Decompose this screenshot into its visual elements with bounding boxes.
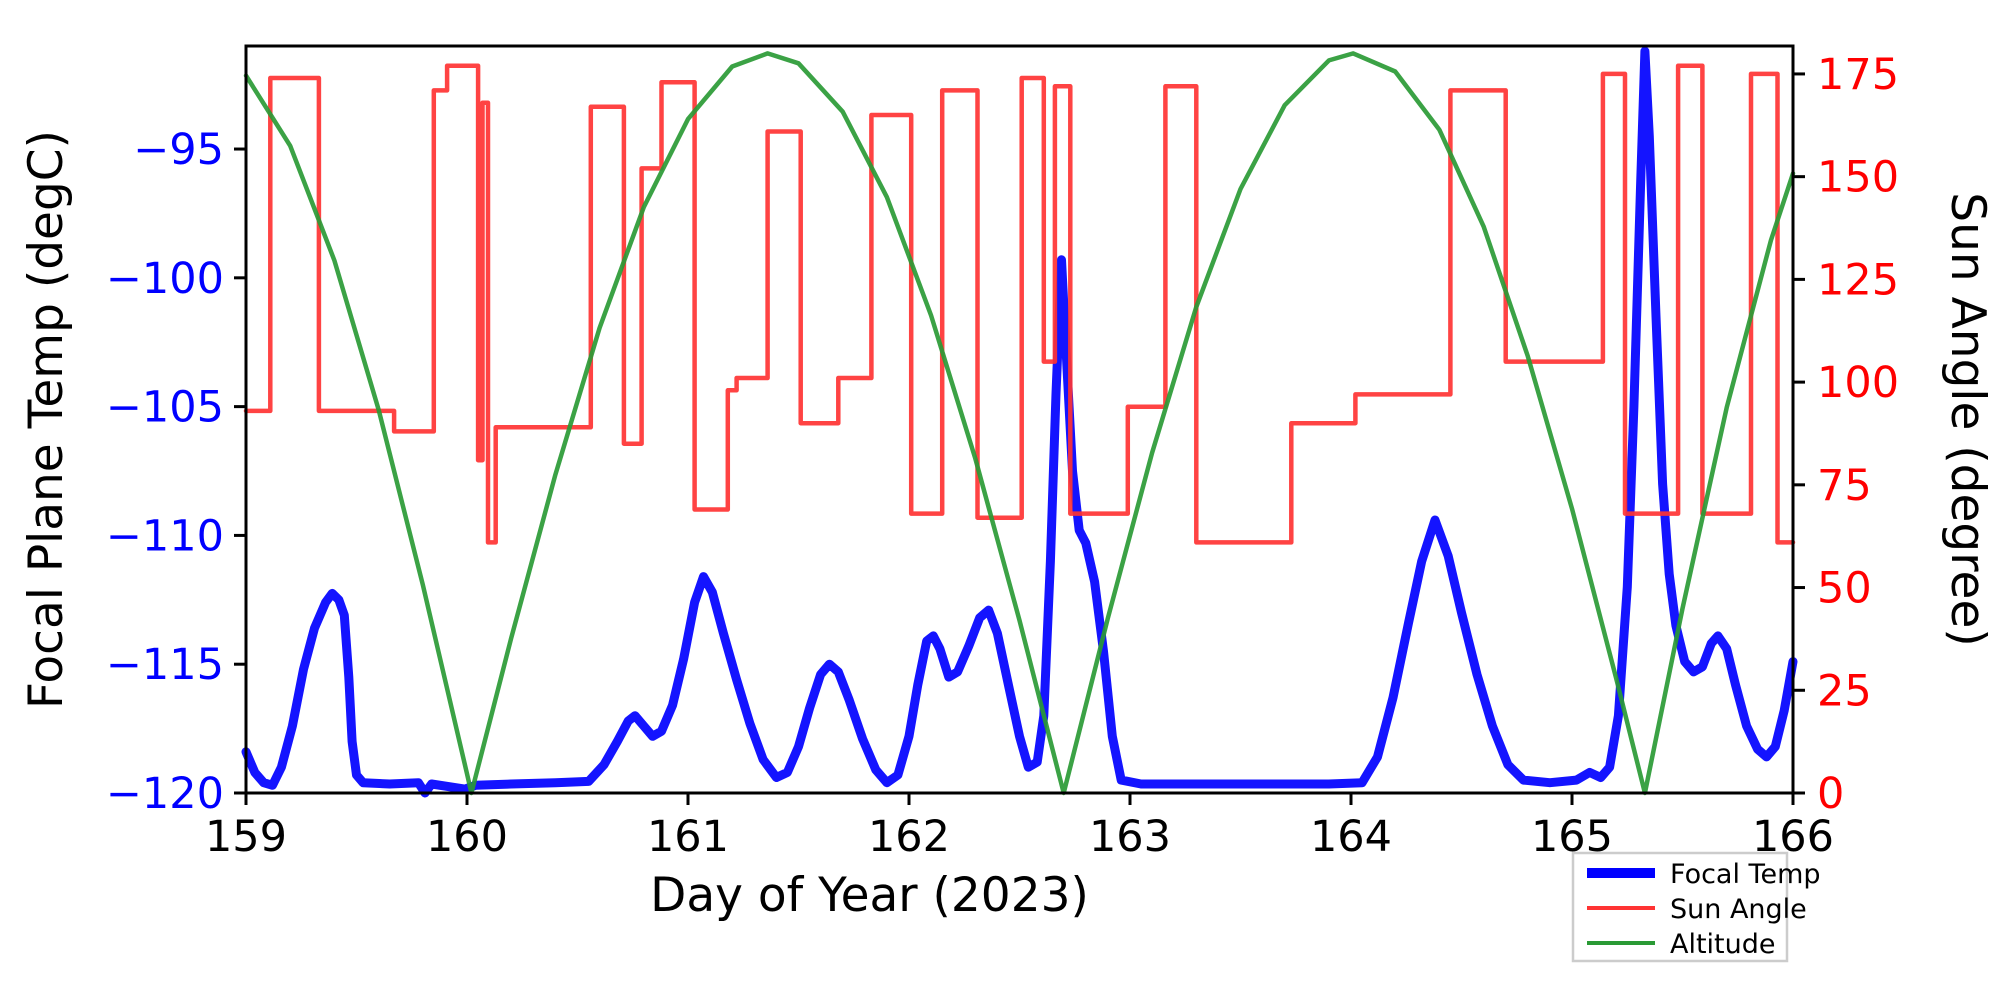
y-right-axis-title: Sun Angle (degree) [1940,192,1995,646]
series-line-altitude [243,51,1796,796]
y-right-tick-label: 100 [1817,358,1899,408]
x-tick-label: 159 [205,812,287,862]
x-axis-title: Day of Year (2023) [650,868,1089,923]
series-line-sun-angle [243,63,1796,545]
y-left-tick-label: −100 [106,254,224,304]
x-tick-label: 163 [1089,812,1171,862]
y-right-tick-label: 150 [1817,153,1899,203]
x-tick-label: 160 [426,812,508,862]
x-tick-label: 162 [868,812,950,862]
y-right-tick-label: 125 [1817,255,1899,305]
y-left-tick-label: −115 [106,640,224,690]
x-tick-label: 161 [647,812,729,862]
y-right-tick-label: 75 [1817,461,1872,511]
y-left-tick-label: −95 [133,125,224,175]
y-left-axis-title: Focal Plane Temp (degC) [19,130,74,709]
legend-label-altitude: Altitude [1670,929,1776,960]
y-left-tick-label: −105 [106,383,224,433]
y-right-tick-label: 175 [1817,50,1899,100]
y-right-tick-label: 0 [1817,769,1844,819]
legend-label-sun-angle: Sun Angle [1670,894,1807,925]
y-left-tick-label: −120 [106,769,224,819]
y-left-tick-label: −110 [106,511,224,561]
legend-label-focal-temp: Focal Temp [1670,859,1821,890]
x-tick-label: 164 [1310,812,1392,862]
y-right-tick-label: 25 [1817,666,1872,716]
y-right-tick-label: 50 [1817,564,1872,614]
axes-spines [244,44,1795,795]
